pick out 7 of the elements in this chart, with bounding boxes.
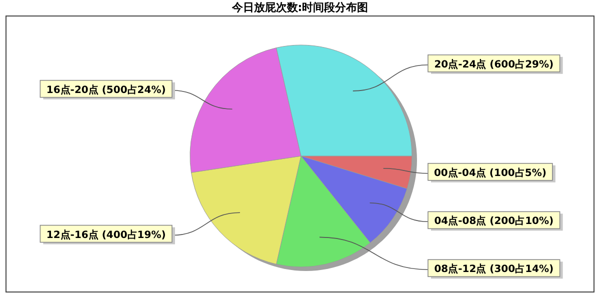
slice-label: 08点-12点 (300占14%)	[434, 263, 554, 276]
chart-title: 今日放屁次数:时间段分布图	[230, 1, 368, 14]
slice-label: 12点-16点 (400占19%)	[46, 228, 166, 241]
slice-label: 00点-04点 (100占5%)	[434, 166, 546, 179]
slice-label: 16点-20点 (500占24%)	[46, 84, 166, 96]
slice-label: 20点-24点 (600占29%)	[434, 58, 554, 70]
slice-label: 04点-08点 (200占10%)	[434, 215, 554, 228]
